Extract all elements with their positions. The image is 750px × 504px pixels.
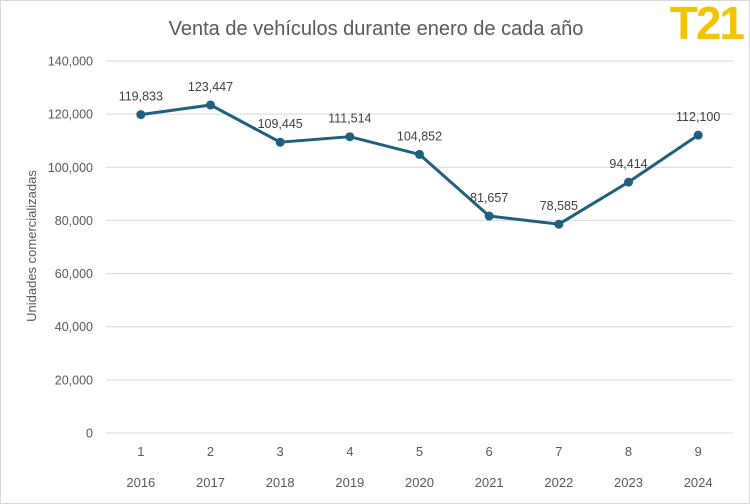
y-tick-label: 40,000 bbox=[55, 320, 93, 334]
x-year-label: 2016 bbox=[126, 475, 155, 490]
x-tick-label: 9 bbox=[695, 444, 702, 459]
x-year-label: 2019 bbox=[335, 475, 364, 490]
data-label: 111,514 bbox=[328, 112, 371, 126]
x-year-label: 2024 bbox=[684, 475, 713, 490]
data-label: 104,852 bbox=[397, 129, 442, 143]
gridlines bbox=[106, 60, 733, 434]
x-tick-label: 6 bbox=[486, 444, 493, 459]
x-tick-label: 2 bbox=[207, 444, 214, 459]
data-labels: 119,833 123,447 109,445 111,514 104,852 81,65… bbox=[119, 80, 721, 213]
x-year-label: 2018 bbox=[266, 475, 295, 490]
data-label: 94,414 bbox=[609, 157, 647, 171]
data-point bbox=[206, 100, 215, 110]
y-tick-label: 80,000 bbox=[55, 214, 93, 228]
y-tick-label: 100,000 bbox=[48, 161, 93, 175]
x-tick-label: 1 bbox=[137, 444, 144, 459]
y-tick-label: 0 bbox=[86, 427, 93, 441]
y-tick-label: 140,000 bbox=[48, 55, 93, 69]
data-label: 112,100 bbox=[676, 110, 720, 124]
data-label: 81,657 bbox=[470, 191, 508, 205]
data-label: 119,833 bbox=[119, 90, 163, 104]
data-label: 123,447 bbox=[188, 80, 233, 94]
data-point bbox=[554, 219, 564, 229]
x-year-label: 2020 bbox=[405, 475, 434, 490]
y-axis-title: Unidades comercializadas bbox=[24, 170, 39, 322]
x-axis-ticks: 1 2 3 4 5 6 7 8 9 2016 2017 2018 2019 2020 2021 2022 202… bbox=[126, 444, 712, 490]
x-tick-label: 4 bbox=[346, 444, 353, 459]
data-label: 78,585 bbox=[540, 199, 578, 213]
x-tick-label: 5 bbox=[416, 444, 423, 459]
x-tick-label: 8 bbox=[625, 444, 632, 459]
series-points bbox=[136, 100, 703, 229]
y-tick-label: 120,000 bbox=[48, 108, 93, 122]
x-year-label: 2017 bbox=[196, 475, 225, 490]
data-point bbox=[275, 137, 285, 147]
data-point bbox=[624, 177, 633, 187]
logo-text: T21 bbox=[670, 1, 745, 49]
x-tick-label: 7 bbox=[555, 444, 562, 459]
data-label: 109,445 bbox=[258, 117, 303, 131]
x-year-label: 2022 bbox=[544, 475, 573, 490]
data-point bbox=[484, 211, 494, 221]
y-axis-ticks: 0 20,000 40,000 60,000 80,000 100,000 120,000 1… bbox=[48, 55, 93, 441]
x-tick-label: 3 bbox=[277, 444, 284, 459]
data-point bbox=[345, 132, 355, 142]
t21-logo: T21 bbox=[670, 1, 747, 49]
chart-title: Venta de vehículos durante enero de cada… bbox=[169, 18, 584, 40]
x-year-label: 2023 bbox=[614, 475, 643, 490]
data-point bbox=[693, 130, 703, 140]
data-point bbox=[136, 110, 146, 120]
y-tick-label: 20,000 bbox=[55, 373, 93, 387]
y-tick-label: 60,000 bbox=[55, 267, 93, 281]
data-point bbox=[415, 149, 424, 159]
x-year-label: 2021 bbox=[475, 475, 504, 490]
